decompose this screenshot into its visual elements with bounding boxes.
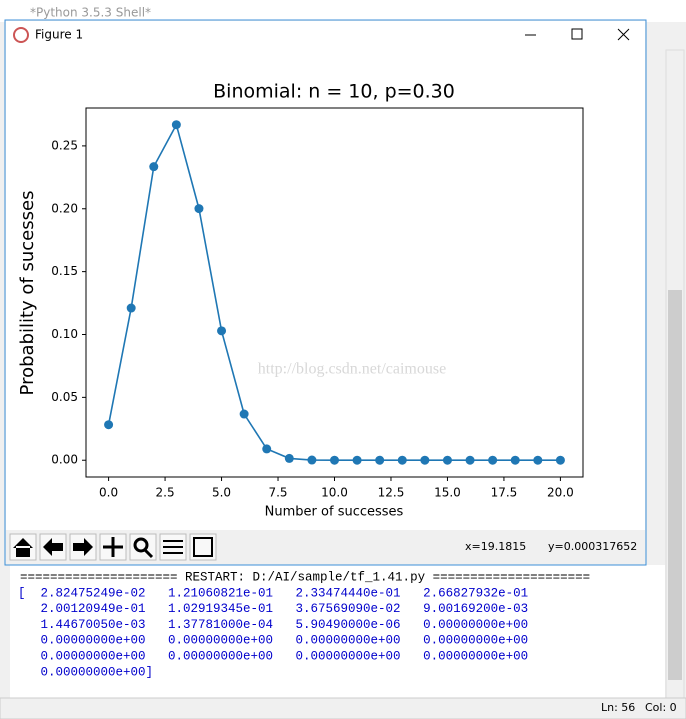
figure-titlebar [6,21,645,50]
output-line: 0.00000000e+00 0.00000000e+00 0.00000000… [18,649,528,663]
x-tick-label: 2.5 [156,486,175,500]
x-tick-label: 10.0 [321,486,348,500]
point [104,420,114,430]
zoom-icon [133,537,149,553]
forward-icon [73,538,93,556]
y-tick-label: 0.15 [51,264,78,278]
y-tick-label: 0.05 [51,390,78,404]
point [533,455,543,465]
y-tick-label: 0.25 [51,138,78,152]
output-line: 1.44670050e-03 1.37781000e-04 5.90490000… [18,618,528,632]
x-tick-label: 17.5 [491,486,518,500]
point [352,455,362,465]
cursor-y: y=0.000317652 [548,540,637,553]
point [307,455,317,465]
point [262,444,272,454]
chart-title: Binomial: n = 10, p=0.30 [213,81,455,103]
shell-output: ===================== RESTART: D:/AI/sam… [18,570,590,679]
point [284,453,294,463]
toolbar [9,533,217,561]
back-icon [43,538,63,556]
x-tick-label: 5.0 [212,486,231,500]
axes-frame [85,107,584,478]
point [239,409,249,419]
status-col: Col: 0 [645,701,677,714]
point [126,303,136,313]
point [194,204,204,214]
output-line: 0.00000000e+00] [18,665,153,679]
y-tick-label: 0.10 [51,327,78,341]
y-tick-label: 0.00 [51,453,78,467]
watermark: http://blog.csdn.net/caimouse [258,361,446,378]
point [555,455,565,465]
subplots-icon [163,540,183,554]
point [375,455,385,465]
app-icon [13,27,29,43]
y-tick-label: 0.20 [51,201,78,215]
x-axis-label: Number of successes [265,505,404,520]
restart-line: ===================== RESTART: D:/AI/sam… [20,570,590,584]
shell-text-area [10,565,665,698]
home-icon [13,538,33,557]
point [488,455,498,465]
status-bar [0,697,686,719]
point [149,162,159,172]
x-tick-label: 20.0 [547,486,574,500]
point [217,326,227,336]
point [465,455,475,465]
cursor-x: x=19.1815 [465,540,526,553]
point [330,455,339,465]
point [510,455,520,465]
maximize-button[interactable] [571,28,583,40]
point [397,455,407,465]
output-line: [ 2.82475249e-02 1.21060821e-01 2.334744… [18,586,528,600]
output-line: 2.00120949e-01 1.02919345e-01 3.67569090… [18,602,528,616]
output-line: 0.00000000e+00 0.00000000e+00 0.00000000… [18,634,528,648]
shell-title: *Python 3.5.3 Shell* [30,6,151,20]
x-tick-label: 7.5 [268,486,287,500]
zoom-handle [143,548,154,559]
y-axis-label: Probability of sucesses [17,191,38,396]
plot: 0.0 2.5 5.0 7.5 10.0 12.5 15.0 17.5 20.0 0.00 0.05… [51,120,574,500]
scroll-thumb[interactable] [668,290,682,680]
save-icon [193,537,213,557]
point [171,120,181,130]
pan-icon [103,537,123,557]
x-tick-label: 15.0 [434,486,461,500]
point [442,455,452,465]
shell-titlebar [0,0,686,22]
close-button[interactable] [617,28,630,41]
status-line: Ln: 56 [601,701,635,714]
x-tick-label: 12.5 [378,486,405,500]
point [420,455,430,465]
figure-title: Figure 1 [35,28,83,42]
x-tick-label: 0.0 [99,486,118,500]
